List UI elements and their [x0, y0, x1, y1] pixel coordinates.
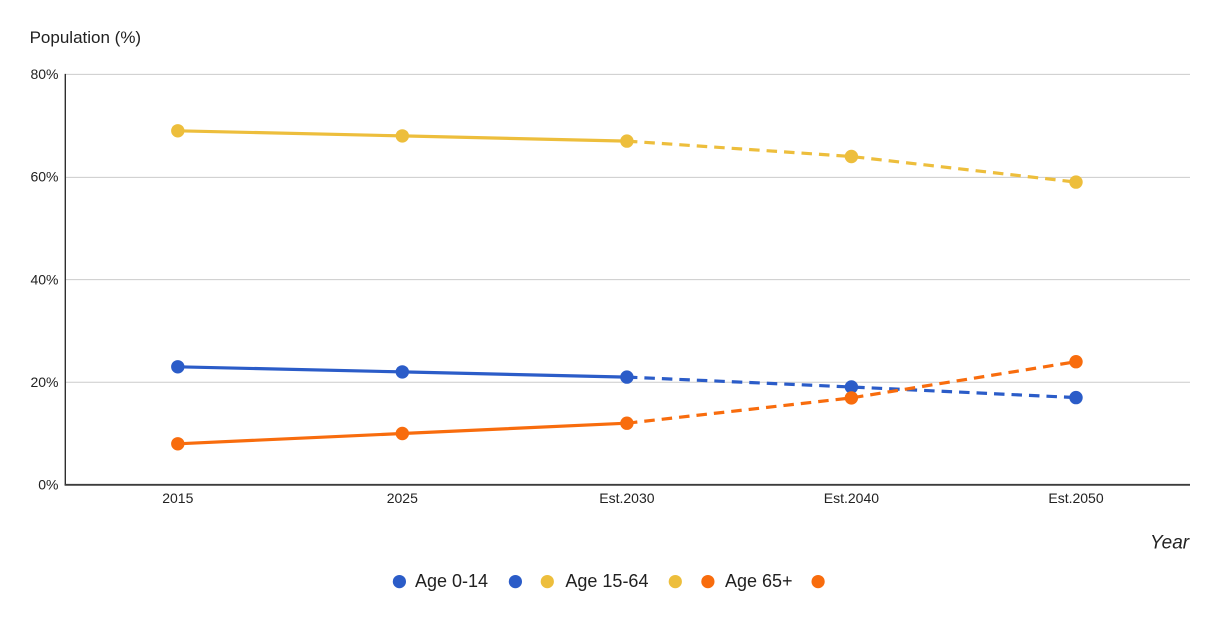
svg-text:Year: Year [1150, 532, 1190, 553]
svg-text:80%: 80% [30, 66, 58, 82]
svg-text:Age 15-64: Age 15-64 [565, 571, 648, 591]
svg-text:2015: 2015 [162, 490, 193, 506]
svg-text:20%: 20% [30, 374, 58, 390]
svg-text:Age 0-14: Age 0-14 [415, 571, 488, 591]
svg-text:Est.2050: Est.2050 [1048, 490, 1103, 506]
svg-text:60%: 60% [30, 169, 58, 185]
svg-text:Population (%): Population (%) [30, 28, 142, 47]
svg-text:2025: 2025 [387, 490, 418, 506]
svg-text:0%: 0% [38, 477, 58, 493]
svg-text:Est.2030: Est.2030 [599, 490, 654, 506]
svg-text:Age 65+: Age 65+ [725, 571, 793, 591]
svg-text:Est.2040: Est.2040 [824, 490, 879, 506]
svg-text:40%: 40% [30, 271, 58, 287]
